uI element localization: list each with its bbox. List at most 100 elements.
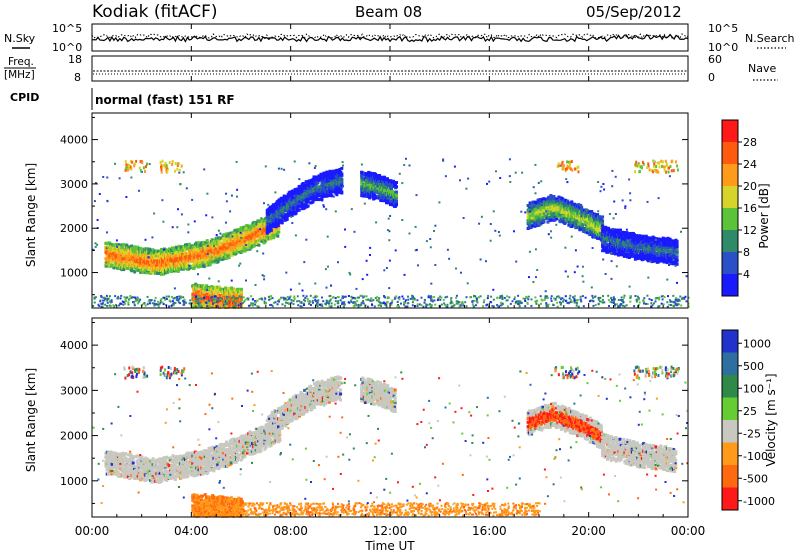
power-cell [650,260,654,264]
power-cell [395,199,398,203]
power-cell [249,230,253,234]
power-cell [128,260,132,264]
power-cell [174,259,178,263]
power-cell [130,244,134,248]
power-cell [535,218,539,222]
power-cell [133,253,137,257]
power-cell [559,220,563,224]
power-cell [596,227,600,231]
power-cell [586,209,590,213]
power-cell [374,172,378,176]
power-cell [355,304,358,307]
power-cell [577,222,581,226]
power-cell [245,241,249,245]
power-cell [150,263,154,267]
power-cell [556,205,560,209]
power-cell [213,302,216,305]
power-cell [230,292,234,296]
power-cell [630,240,634,244]
power-cell [622,240,626,243]
power-cell [250,224,254,228]
power-cell [215,258,219,262]
power-cell [255,221,259,225]
power-cell [124,248,128,252]
power-cell [603,241,607,245]
power-cell [266,211,270,215]
power-cell [584,221,588,225]
power-cell [153,303,156,305]
power-cell [364,188,368,191]
power-cell [238,248,242,252]
power-cell [209,286,213,290]
power-cell [573,295,576,298]
power-cell [666,236,670,240]
power-cell [210,285,214,288]
power-cell [195,286,199,289]
power-cell [655,241,659,245]
power-cell [208,249,212,253]
power-cell [654,259,658,263]
power-cell [263,228,267,232]
power-cell [165,253,168,257]
power-cell [205,284,209,288]
power-cell [207,261,211,265]
power-cell [162,303,165,306]
power-cell [365,190,369,194]
power-cell [651,304,654,307]
power-cell [643,253,647,257]
power-cell [287,201,291,205]
power-cell [94,296,97,299]
power-cell [630,244,634,248]
power-cell [362,188,366,192]
power-cell [227,256,231,260]
power-cell [533,205,537,209]
power-cell [208,245,212,249]
power-cell [176,269,180,273]
power-cell [134,296,137,299]
power-cell [592,304,595,307]
power-cell [597,218,601,222]
power-cell [675,248,679,252]
power-cell [126,251,130,255]
power-cell [302,302,305,305]
power-cell [276,224,280,227]
power-cell [152,268,156,272]
power-cell [247,240,251,244]
power-cell [238,287,241,291]
power-cell [394,296,397,299]
power-cell [675,255,679,259]
nave-tick-bottom: 0 [708,71,715,84]
power-cell [292,192,296,196]
power-cell [275,229,279,233]
power-cell [583,217,587,221]
power-cell [200,253,204,256]
power-cell [222,250,226,254]
power-cell [366,183,370,187]
power-cell [675,243,679,247]
power-cell [300,200,304,204]
power-cell [199,244,203,248]
power-cell [601,219,605,223]
power-cell [537,199,541,203]
power-cell [661,256,665,260]
power-cell [291,196,295,200]
power-cell [136,258,140,261]
power-cell [140,247,144,251]
power-cell [619,228,622,232]
noise-left-label: N.Sky [4,32,36,45]
power-cell [271,297,274,300]
power-cell [636,254,640,258]
power-cell [139,269,143,273]
power-cell [112,266,116,270]
power-cell [164,271,167,275]
power-cell [253,224,257,228]
power-cell [153,256,157,259]
power-cell [635,238,639,242]
power-cell [378,174,382,177]
power-cell [320,197,324,201]
power-cell [292,190,296,194]
power-cell [186,252,190,256]
power-cell [665,248,669,252]
power-cell [573,210,577,214]
power-cell [264,238,268,242]
